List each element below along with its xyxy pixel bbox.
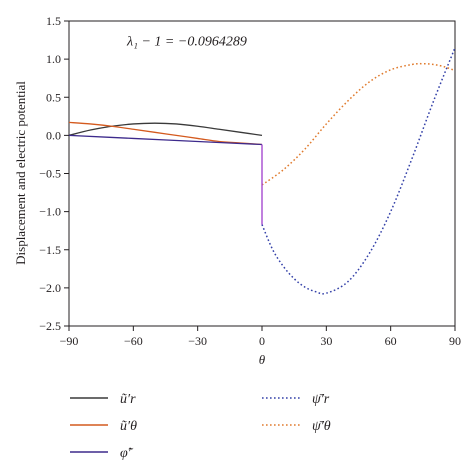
legend-label-u-r: ũ′r (120, 392, 136, 407)
x-tick-label: −60 (124, 334, 143, 348)
legend-label-psi-r: ψ̄′r (312, 392, 330, 407)
y-axis-label: Displacement and electric potential (13, 81, 28, 265)
series-line-u-theta (68, 121, 263, 146)
axis-tick-labels: −90 −60 −30 0 30 60 90 −2.5 −2.0 −1.5 −1.0 −0.5 0.0 0… (39, 14, 461, 348)
y-tick-label: 1.5 (46, 14, 61, 28)
legend-label-phi: φ̃′ (120, 446, 134, 461)
x-tick-label: 90 (449, 334, 461, 348)
legend-label-psi-theta: ψ̄′θ (312, 419, 331, 434)
y-tick-label: −1.0 (39, 205, 61, 219)
series-line-psi-theta (261, 62, 456, 186)
y-tick-label: −1.5 (39, 243, 61, 257)
series-layer (68, 47, 456, 295)
axis-ticks (64, 20, 456, 331)
series-line-psi-r (261, 47, 456, 295)
x-tick-label: −90 (60, 334, 79, 348)
x-axis-label: θ (259, 352, 266, 367)
x-tick-label: −30 (188, 334, 207, 348)
legend-label-u-theta: ũ′θ (120, 419, 137, 434)
y-tick-label: 1.0 (46, 52, 61, 66)
y-tick-label: −2.0 (39, 281, 61, 295)
legend: ũ′r ũ′θ φ̃′ ψ̄′r ψ̄′θ (70, 392, 331, 461)
y-tick-label: 0.0 (46, 128, 61, 142)
x-tick-label: 0 (259, 334, 265, 348)
y-tick-label: −0.5 (39, 167, 61, 181)
x-tick-label: 60 (385, 334, 397, 348)
series-line-phi (68, 134, 263, 146)
chart-annotation: λ₁ − 1 = −0.0964289 (126, 34, 247, 49)
y-tick-label: −2.5 (39, 319, 61, 333)
x-tick-label: 30 (320, 334, 332, 348)
y-tick-label: 0.5 (46, 90, 61, 104)
series-line-u-r (68, 122, 263, 137)
